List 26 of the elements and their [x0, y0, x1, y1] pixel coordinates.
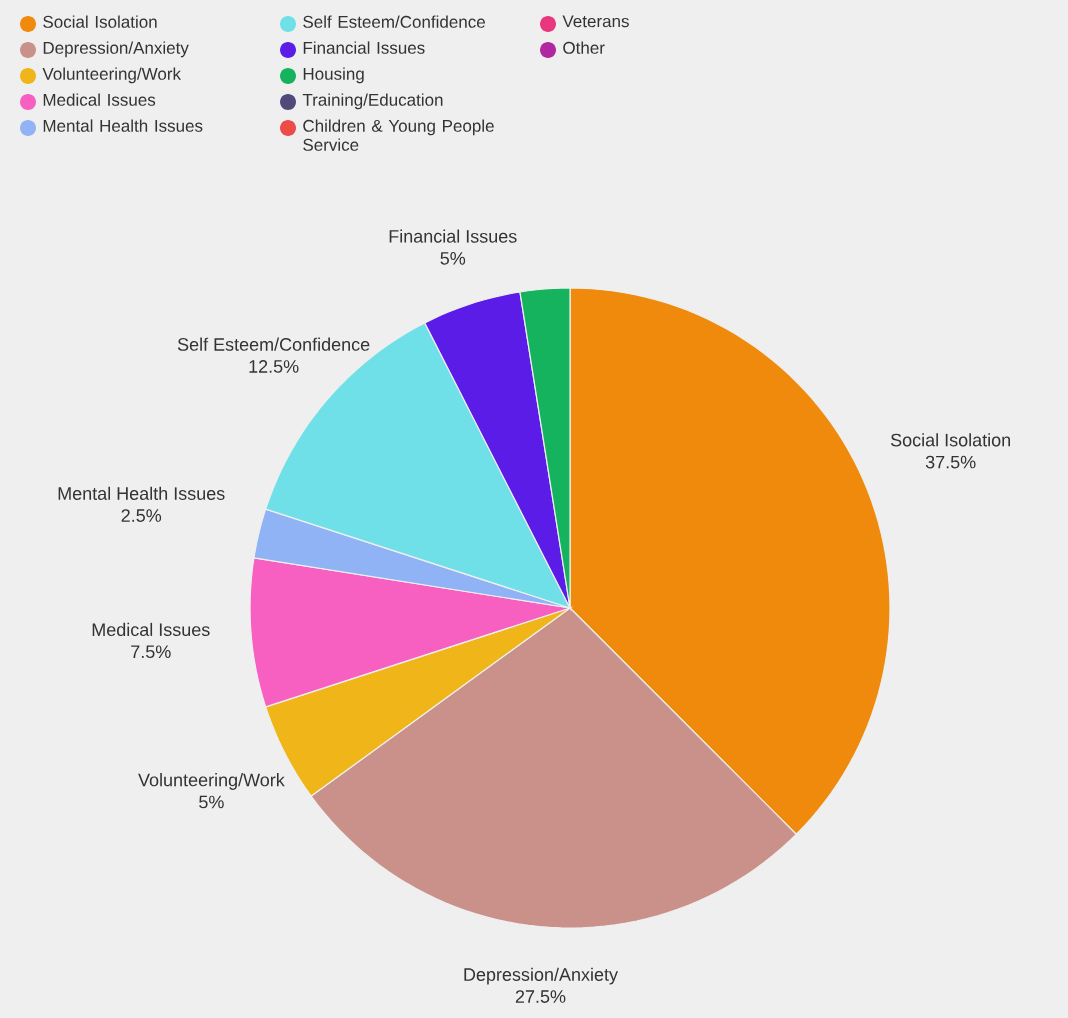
legend-label: Veterans	[562, 15, 629, 28]
data-label: 5%	[199, 795, 224, 809]
legend-label: Social Isolation	[43, 15, 157, 28]
data-label: 27.5%	[515, 990, 566, 1003]
slice-label: Volunteering/Work	[138, 773, 285, 790]
data-label: 2.5%	[121, 509, 162, 522]
data-label: 12.5%	[249, 360, 299, 373]
data-label: 37.5%	[925, 455, 976, 469]
legend-label: Financial Issues	[303, 41, 425, 54]
slice-label: Medical Issues	[92, 622, 210, 637]
slice-label: Self Esteem/Confidence	[177, 337, 370, 351]
slice-label: Financial Issues	[389, 229, 517, 243]
legend-label: Training/Education	[302, 93, 443, 110]
slice-label: Mental Health Issues	[58, 486, 225, 500]
legend-label: Medical Issues	[43, 93, 156, 106]
slice-label: Social Isolation	[890, 433, 1010, 447]
legend-label: Self Esteem/Confidence	[303, 15, 485, 28]
slice-label: Depression/Anxiety	[464, 967, 618, 985]
legend-label: Other	[563, 41, 605, 54]
legend-label: Housing	[303, 67, 364, 84]
data-label: 5%	[440, 252, 466, 265]
data-label: 7.5%	[131, 645, 171, 659]
legend-label: Volunteering/Work	[42, 67, 182, 84]
legend-label: Children & Young People Service	[303, 119, 494, 151]
legend-label: Depression/Anxiety	[43, 41, 189, 58]
legend-label: Mental Health Issues	[43, 119, 203, 132]
